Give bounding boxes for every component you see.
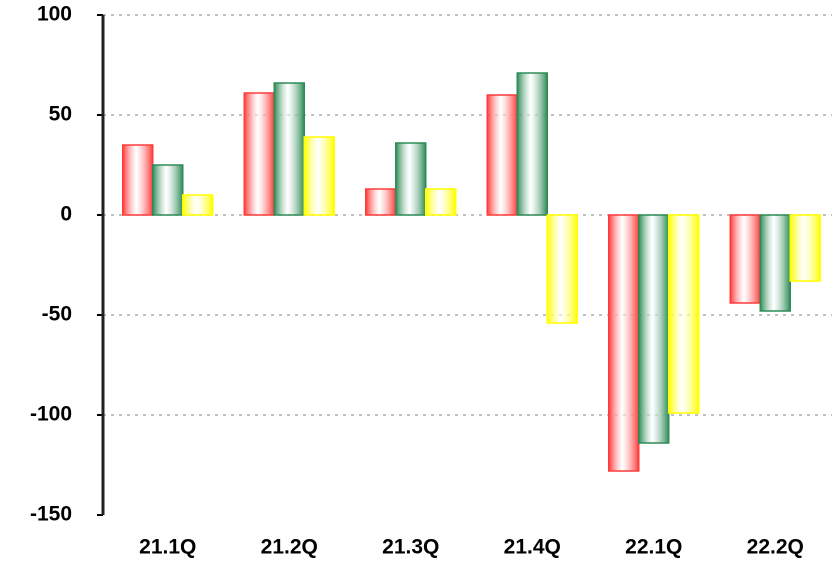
bar [425,188,457,216]
x-tick-label: 21.1Q [139,536,196,559]
bar [273,82,305,216]
bar [395,142,427,216]
x-tick-label: 21.3Q [382,536,439,559]
bar [729,214,761,304]
x-tick-label: 22.2Q [747,536,804,559]
x-tick-label: 21.2Q [261,536,318,559]
y-tick-label: -150 [30,503,72,526]
bar [365,188,397,216]
bar [303,136,335,216]
bar [789,214,821,282]
bar [608,214,640,472]
bar [638,214,670,444]
y-tick-label: -100 [30,403,72,426]
bar [122,144,154,216]
x-tick-label: 21.4Q [504,536,561,559]
bar [243,92,275,216]
bar [546,214,578,324]
bar [182,194,214,216]
x-tick-label: 22.1Q [625,536,682,559]
bar [516,72,548,216]
y-tick-label: 0 [60,203,72,226]
bar [486,94,518,216]
bar [668,214,700,414]
bar [759,214,791,312]
y-tick-label: 100 [37,3,72,26]
y-tick-label: -50 [42,303,72,326]
bar [152,164,184,216]
y-tick-label: 50 [49,103,72,126]
